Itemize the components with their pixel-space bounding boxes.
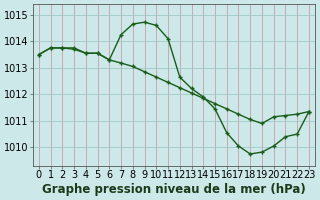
X-axis label: Graphe pression niveau de la mer (hPa): Graphe pression niveau de la mer (hPa) — [42, 183, 306, 196]
